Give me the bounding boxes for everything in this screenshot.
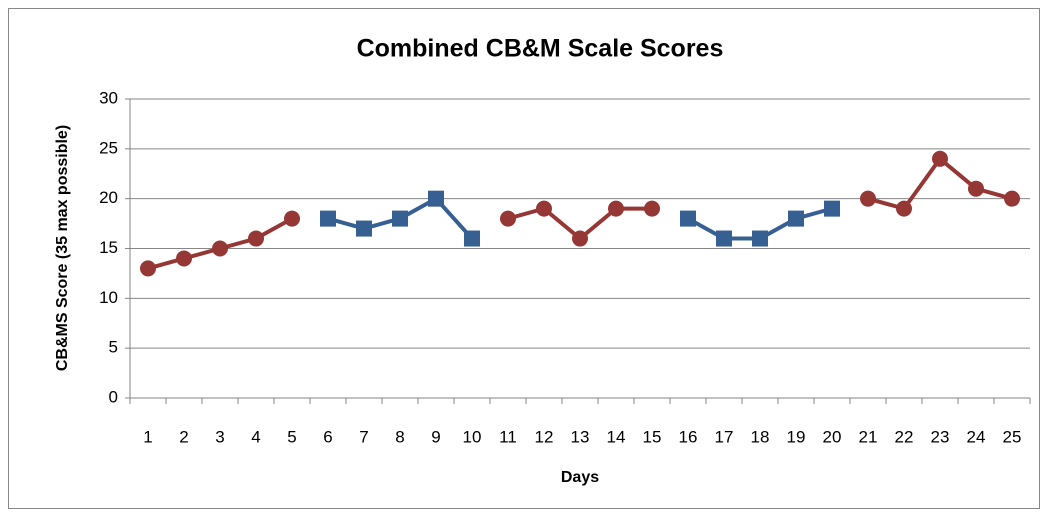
marker	[1004, 190, 1020, 207]
x-tick-label: 20	[823, 427, 842, 446]
marker	[248, 230, 264, 247]
chart-title: Combined CB&M Scale Scores	[357, 35, 724, 63]
marker	[896, 200, 912, 217]
marker	[608, 200, 624, 217]
x-tick-label: 6	[323, 427, 332, 446]
marker	[356, 220, 372, 237]
x-tick-label: 15	[643, 427, 662, 446]
marker	[320, 210, 336, 227]
x-tick-label: 1	[143, 427, 152, 446]
x-tick-label: 3	[215, 427, 224, 446]
marker	[572, 230, 588, 247]
x-tick-label: 23	[931, 427, 950, 446]
y-tick-label: 20	[99, 188, 118, 207]
y-tick-label: 30	[99, 88, 118, 107]
x-tick-label: 8	[395, 427, 404, 446]
x-axis-title: Days	[561, 469, 599, 486]
x-tick-label: 21	[859, 427, 878, 446]
x-tick-label: 16	[679, 427, 698, 446]
marker	[680, 210, 696, 227]
marker	[860, 190, 876, 207]
x-tick-label: 12	[535, 427, 554, 446]
y-tick-label: 0	[109, 387, 118, 406]
x-tick-label: 18	[751, 427, 770, 446]
x-tick-label: 9	[431, 427, 440, 446]
marker	[284, 210, 300, 227]
marker	[716, 230, 732, 247]
x-tick-label: 4	[251, 427, 260, 446]
marker	[536, 200, 552, 217]
marker	[752, 230, 768, 247]
y-tick-label: 10	[99, 288, 118, 307]
x-tick-label: 17	[715, 427, 734, 446]
marker	[968, 180, 984, 197]
marker	[392, 210, 408, 227]
y-axis-title: CB&MS Score (35 max possible)	[54, 125, 71, 371]
marker	[500, 210, 516, 227]
x-tick-label: 7	[359, 427, 368, 446]
x-tick-label: 25	[1003, 427, 1022, 446]
chart-border	[8, 8, 1040, 509]
marker	[788, 210, 804, 227]
x-tick-label: 13	[571, 427, 590, 446]
x-tick-label: 5	[287, 427, 296, 446]
x-tick-label: 24	[967, 427, 986, 446]
marker	[932, 150, 948, 167]
x-tick-label: 22	[895, 427, 914, 446]
y-tick-label: 25	[99, 138, 118, 157]
marker	[140, 260, 156, 277]
x-tick-label: 11	[499, 427, 517, 446]
x-tick-label: 2	[179, 427, 188, 446]
marker	[464, 230, 480, 247]
y-tick-label: 15	[99, 238, 118, 257]
marker	[644, 200, 660, 217]
y-tick-label: 5	[109, 338, 118, 357]
marker	[212, 240, 228, 257]
x-tick-label: 10	[463, 427, 482, 446]
marker	[176, 250, 192, 267]
marker	[428, 190, 444, 207]
marker	[824, 200, 840, 217]
x-tick-label: 14	[607, 427, 626, 446]
x-tick-label: 19	[787, 427, 806, 446]
